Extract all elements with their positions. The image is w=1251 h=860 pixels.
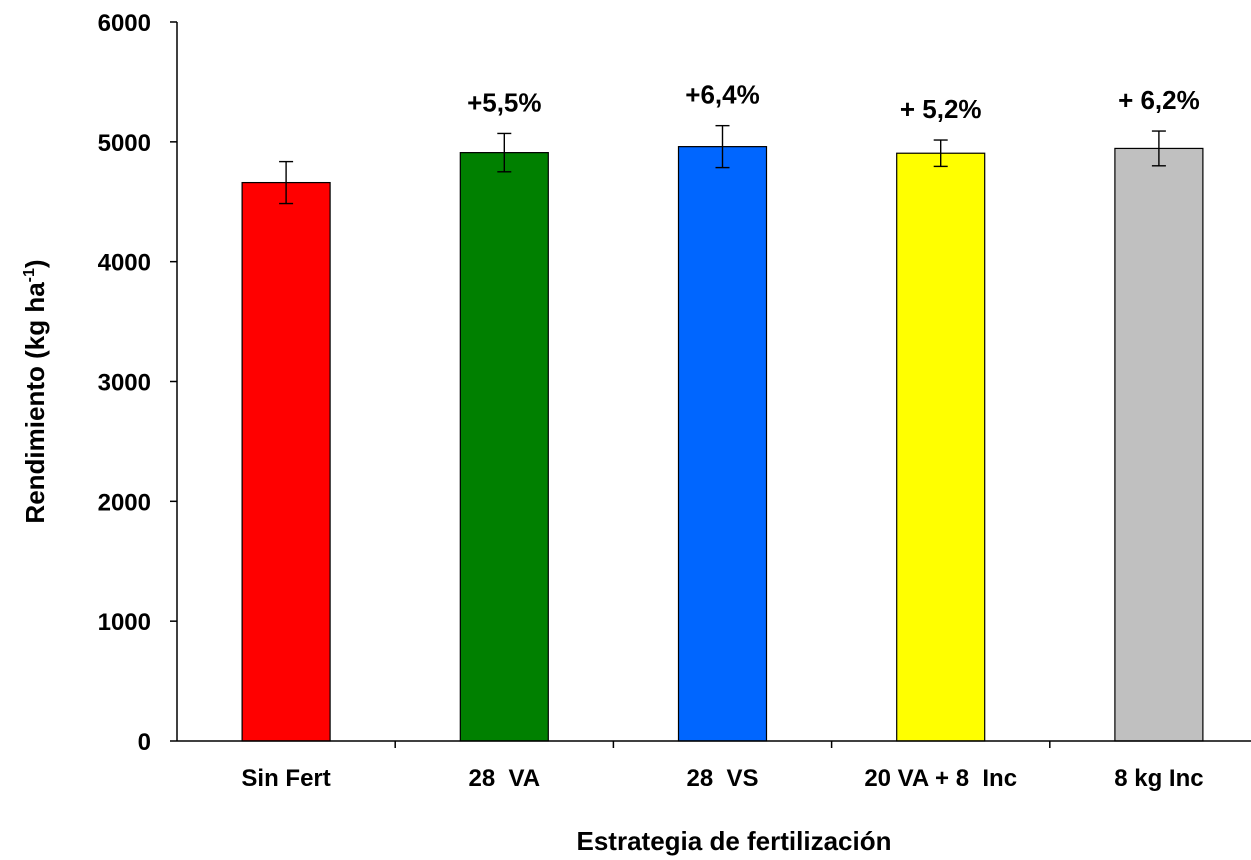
y-axis-title-end: ) [20,259,50,268]
x-tick-label: Sin Fert [241,765,330,792]
y-tick-label: 2000 [98,489,151,516]
x-tick-label: 8 kg Inc [1114,765,1203,792]
bar [459,152,549,742]
x-tick-label: 20 VA + 8 Inc [864,765,1017,792]
x-axis-title: Estrategia de fertilización [577,826,892,856]
y-tick-label: 0 [138,729,151,756]
x-tick-label: 28 VS [686,765,758,792]
bar-annotation: +6,4% [685,80,759,110]
y-tick-label: 1000 [98,609,151,636]
bar-annotation: +5,5% [467,87,541,117]
annotations: +5,5% +6,4% + 5,2% + 6,2% [467,80,1200,124]
bar [241,181,331,742]
y-tick-label: 6000 [98,10,151,37]
y-tick-label: 4000 [98,250,151,277]
y-tick-label: 5000 [98,130,151,157]
bar [1114,147,1204,742]
y-axis-ticks: 0 1000 2000 3000 4000 5000 6000 [98,10,177,756]
bar-annotation: + 6,2% [1118,85,1200,115]
bar [896,152,986,742]
bars [241,146,1204,742]
x-axis-ticks: Sin Fert 28 VA 28 VS 20 VA + 8 Inc 8 kg Inc [241,741,1204,792]
bar-annotation: + 5,2% [900,94,982,124]
bar [677,146,768,742]
y-axis-title-main: Rendimiento (kg ha [20,282,50,524]
x-tick-label: 28 VA [469,765,541,792]
y-axis-title-superscript: -1 [21,268,38,282]
y-tick-label: 3000 [98,370,151,397]
y-axis-title: Rendimiento (kg ha-1) [20,259,50,523]
error-bars [279,124,1166,205]
